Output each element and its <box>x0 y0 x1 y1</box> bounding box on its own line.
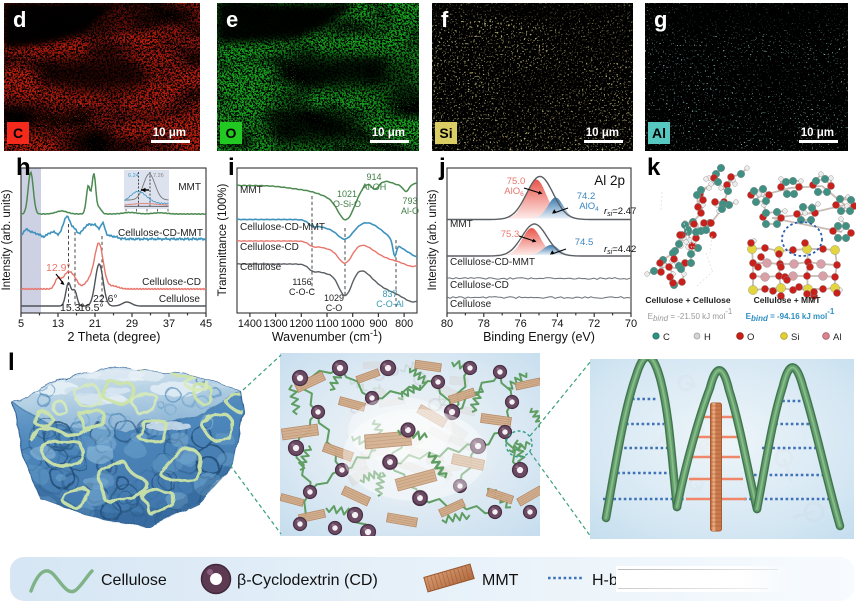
svg-text:Cellulose-CD: Cellulose-CD <box>450 280 509 291</box>
svg-text:O: O <box>747 332 754 343</box>
svg-text:1029: 1029 <box>324 293 344 303</box>
svg-text:H-b: H-b <box>592 572 618 589</box>
svg-text:C: C <box>663 332 670 343</box>
svg-text:Cellulose + MMT: Cellulose + MMT <box>754 295 822 305</box>
svg-text:Cellulose: Cellulose <box>240 262 282 273</box>
svg-text:74.5: 74.5 <box>575 237 594 248</box>
svg-text:15.3°: 15.3° <box>60 302 85 314</box>
svg-text:78: 78 <box>478 318 490 330</box>
svg-text:1300: 1300 <box>264 318 288 330</box>
svg-text:β-Cyclodextrin (CD): β-Cyclodextrin (CD) <box>237 572 378 589</box>
svg-text:75.3: 75.3 <box>501 229 520 240</box>
svg-text:C-O: C-O <box>326 303 343 313</box>
svg-text:Cellulose-CD-MMT: Cellulose-CD-MMT <box>450 257 535 268</box>
svg-text:AlO6: AlO6 <box>504 186 524 198</box>
svg-text:12.9°: 12.9° <box>46 262 71 274</box>
svg-text:C-O-Al: C-O-Al <box>376 299 404 309</box>
svg-text:29: 29 <box>126 318 138 330</box>
svg-text:80: 80 <box>441 318 453 330</box>
svg-text:1021: 1021 <box>337 189 357 199</box>
svg-text:13: 13 <box>52 318 64 330</box>
svg-text:74.2: 74.2 <box>577 191 596 202</box>
svg-text:Cellulose: Cellulose <box>450 299 492 310</box>
svg-text:21: 21 <box>89 318 101 330</box>
svg-text:rsi=4.42: rsi=4.42 <box>604 244 636 256</box>
svg-text:C-O-C: C-O-C <box>289 287 315 297</box>
svg-text:1100: 1100 <box>315 318 338 330</box>
svg-text:837: 837 <box>382 289 397 299</box>
svg-text:6.24: 6.24 <box>128 173 139 179</box>
svg-text:76: 76 <box>514 318 526 330</box>
svg-text:16.5°: 16.5° <box>79 302 104 314</box>
svg-text:2 Theta (degree): 2 Theta (degree) <box>68 330 161 344</box>
svg-text:Al-OH: Al-OH <box>362 182 387 192</box>
svg-text:1400: 1400 <box>238 318 262 330</box>
svg-text:Binding Energy (eV): Binding Energy (eV) <box>483 330 595 344</box>
svg-text:MMT: MMT <box>178 182 201 193</box>
svg-text:rsi=2.47: rsi=2.47 <box>604 206 636 218</box>
svg-text:793: 793 <box>402 196 417 206</box>
svg-text:Al-O: Al-O <box>401 206 419 216</box>
svg-text:Cellulose-CD-MMT: Cellulose-CD-MMT <box>240 222 325 233</box>
svg-text:914: 914 <box>366 172 381 182</box>
svg-text:Al 2p: Al 2p <box>594 173 625 188</box>
svg-text:Cellulose: Cellulose <box>101 572 167 589</box>
svg-text:Cellulose-CD-MMT: Cellulose-CD-MMT <box>118 228 203 239</box>
svg-text:Cellulose + Cellulose: Cellulose + Cellulose <box>645 295 731 305</box>
svg-text:800: 800 <box>395 318 413 330</box>
svg-text:7.26: 7.26 <box>153 173 164 179</box>
svg-text:Transmittance (100%): Transmittance (100%) <box>217 183 229 296</box>
svg-text:1200: 1200 <box>289 318 313 330</box>
svg-text:Cellulose: Cellulose <box>159 294 201 305</box>
svg-text:1000: 1000 <box>341 318 365 330</box>
svg-text:Intensity (arb. units): Intensity (arb. units) <box>1 189 13 290</box>
svg-text:5: 5 <box>18 318 24 330</box>
svg-text:1156: 1156 <box>292 277 311 287</box>
svg-text:22.6°: 22.6° <box>93 293 118 305</box>
svg-text:Cellulose-CD: Cellulose-CD <box>142 277 201 288</box>
svg-text:75.0: 75.0 <box>507 176 526 187</box>
svg-text:MMT: MMT <box>450 219 473 230</box>
svg-text:Al: Al <box>833 332 841 343</box>
svg-text:74: 74 <box>551 318 563 330</box>
svg-text:AlO4: AlO4 <box>579 201 599 213</box>
svg-text:O-Si-O: O-Si-O <box>333 199 361 209</box>
svg-text:MMT: MMT <box>482 572 519 589</box>
svg-text:37: 37 <box>163 318 175 330</box>
svg-text:70: 70 <box>625 318 637 330</box>
svg-text:900: 900 <box>369 318 387 330</box>
svg-text:H: H <box>704 332 711 343</box>
svg-text:45: 45 <box>200 318 212 330</box>
svg-text:Si: Si <box>791 332 799 343</box>
svg-text:Wavenumber (cm-1): Wavenumber (cm-1) <box>272 328 382 344</box>
svg-text:MMT: MMT <box>240 185 263 196</box>
svg-text:Intensity (arb. units): Intensity (arb. units) <box>427 189 439 290</box>
svg-text:Cellulose-CD: Cellulose-CD <box>240 242 299 253</box>
svg-text:72: 72 <box>588 318 600 330</box>
